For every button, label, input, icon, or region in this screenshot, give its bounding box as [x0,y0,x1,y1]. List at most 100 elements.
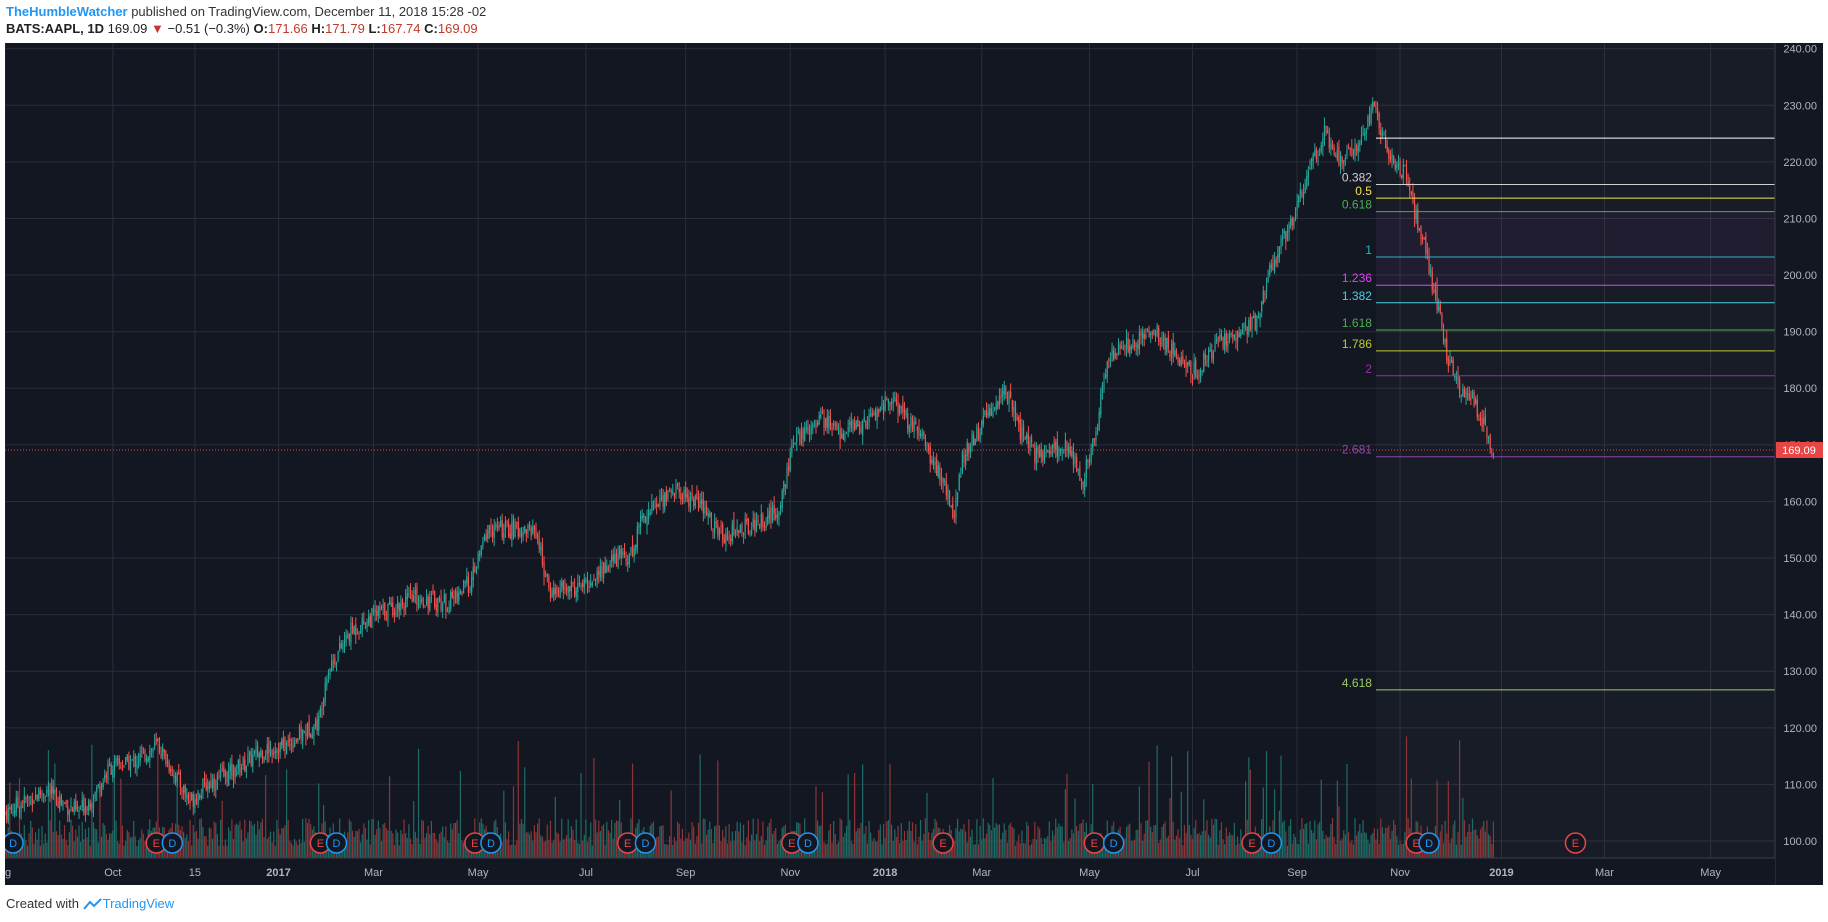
volume-bar [680,838,682,858]
volume-bar [731,831,733,858]
candle-body [1204,354,1206,360]
candle-body [273,753,275,755]
volume-bar [443,837,445,858]
volume-bar [1006,842,1009,858]
author-link[interactable]: TheHumbleWatcher [6,4,128,19]
volume-bar [1169,797,1171,858]
dividend-marker [5,832,24,854]
candle-body [187,794,190,800]
volume-bar [226,845,228,858]
candle-body [1282,236,1284,240]
candle-body [34,794,37,800]
candle-body [1185,363,1187,368]
x-tick-label: 2018 [873,867,897,879]
candle-body [839,428,841,441]
candle-body [1296,201,1298,211]
candle-body [1277,254,1279,262]
candle-body [197,792,199,805]
candle-body [376,611,378,616]
candle-body [321,708,323,711]
candle-body [512,519,515,536]
x-tick-label: May [1700,867,1721,879]
candle-body [1471,391,1474,399]
candle-body [1418,228,1420,231]
candle-body [1077,468,1079,470]
volume-bar [121,825,124,858]
volume-bar [1043,837,1046,858]
candle-body [749,532,751,534]
volume-bar [503,790,505,858]
candle-body [878,408,880,413]
candle-body [794,442,796,444]
volume-bar [1298,844,1300,858]
tradingview-link[interactable]: TradingView [102,896,175,911]
candle-body [427,596,429,609]
candle-body [46,790,48,794]
candle-body [1298,195,1300,203]
candle-body [1014,404,1017,419]
candle-body [834,424,836,426]
volume-bar [598,820,600,858]
symbol-label[interactable]: BATS:AAPL, 1D [6,21,104,36]
candle-body [1365,130,1367,134]
volume-bar [511,844,513,858]
candle-body [590,582,592,587]
candle-body [937,465,939,477]
volume-bar [1125,826,1128,858]
y-tick-label: 180.00 [1783,383,1817,395]
candle-body [718,528,721,537]
volume-bar [384,822,386,858]
volume-bar [955,828,957,858]
price-chart[interactable]: 0.3820.50.61811.2361.3821.6181.78622.681… [5,43,1823,885]
volume-bar [107,839,109,858]
candle-body [1166,337,1168,353]
candle-body [80,808,82,810]
candle-body [194,799,196,809]
x-tick-label: Mar [1595,867,1614,879]
candle-body [1449,359,1451,365]
candle-body [1336,149,1338,161]
candle-body [400,603,402,611]
candle-body [92,801,95,809]
volume-bar [300,842,302,858]
volume-bar [1201,831,1203,858]
candle-body [664,493,666,510]
volume-bar [281,828,283,858]
candle-body [184,785,186,795]
candle-body [342,643,344,651]
volume-bar [430,820,433,858]
volume-bar [765,840,767,858]
candle-body [456,591,458,603]
candle-body [10,805,13,811]
volume-bar [22,838,24,858]
candle-body [1035,447,1038,465]
candle-body [799,432,801,444]
open-label: O: [253,21,268,36]
volume-bar [1492,821,1495,858]
volume-bar [1296,843,1298,858]
volume-bar [514,845,516,858]
volume-bar [1228,832,1231,858]
volume-bar [710,829,712,858]
volume-bar [100,836,103,858]
candle-body [1233,334,1235,339]
candle-body [1209,349,1211,352]
volume-bar [1452,824,1454,858]
volume-bar [823,842,825,858]
candle-body [886,399,888,401]
candle-body [371,608,373,628]
volume-bar [432,832,434,858]
candle-body [1129,345,1131,355]
marker-letter: D [9,838,17,850]
candle-body [1484,415,1486,425]
candle-body [1061,451,1063,453]
volume-bar [557,833,560,858]
volume-bar [728,823,730,858]
candle-body [1179,359,1181,365]
volume-bar [1476,835,1478,858]
dividend-marker [1102,832,1125,854]
volume-bar [141,829,143,858]
time-axis[interactable] [5,858,1775,885]
price-axis[interactable] [1775,43,1823,885]
candle-body [800,430,803,444]
